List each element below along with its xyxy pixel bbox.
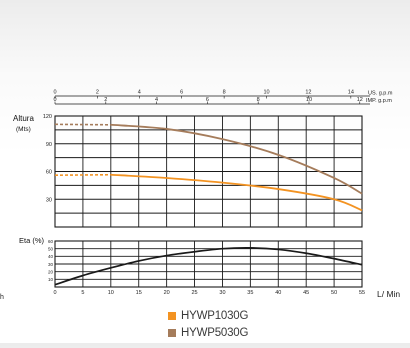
head-y-tick-label: 30 (46, 197, 52, 203)
top-axis-imp-tick-label: 2 (104, 97, 107, 103)
top-axis-us-tick-label: 6 (180, 90, 183, 96)
top-axis-imp-tick-label: 10 (306, 97, 312, 103)
eta-x-tick-label: 35 (247, 290, 253, 296)
head-y-tick-label: 120 (43, 114, 52, 120)
top-axis-imp-tick-label: 12 (357, 97, 363, 103)
head-y-tick-label: 90 (46, 142, 52, 148)
eta-y-tick-label: 50 (48, 246, 54, 251)
legend-item-hywp1030g: HYWP1030G (168, 310, 248, 322)
head-y-axis-unit: (Mts) (16, 126, 31, 133)
legend-item-hywp5030g: HYWP5030G (168, 327, 248, 339)
top-axis-us-tick-label: 2 (96, 90, 99, 96)
eta-y-tick-label: 60 (48, 239, 54, 244)
eta-x-tick-label: 30 (219, 290, 225, 296)
head-y-tick-label: 60 (46, 170, 52, 176)
head-curve-hywp1030g (111, 175, 362, 211)
eta-x-tick-label: 10 (108, 290, 114, 296)
top-axis-imp-tick-label: 8 (257, 97, 260, 103)
top-axis-imp-label: IMP. g.p.m (366, 98, 392, 104)
legend-swatch-hywp1030g (168, 312, 176, 320)
eta-x-tick-label: 0 (53, 290, 56, 296)
eta-y-tick-label: 40 (48, 254, 54, 259)
eta-y-tick-label: 30 (48, 262, 54, 267)
legend-label-hywp5030g: HYWP5030G (181, 327, 248, 339)
eta-x-tick-label: 50 (331, 290, 337, 296)
head-y-axis-label: Altura (13, 114, 34, 123)
top-axis-us-tick-label: 12 (305, 90, 311, 96)
top-axis-imp-tick-label: 0 (53, 97, 56, 103)
eta-x-tick-label: 5 (81, 290, 84, 296)
eta-y-tick-label: 10 (48, 277, 54, 282)
eta-x-tick-label: 15 (136, 290, 142, 296)
eta-y-axis-label: Eta (%) (19, 236, 45, 245)
x-axis-label: L/ Min (377, 289, 400, 299)
top-axis-imp-tick-label: 6 (206, 97, 209, 103)
top-axis-imp-tick-label: 4 (155, 97, 158, 103)
stray-label: h (0, 294, 4, 301)
top-axis-us-label: US. g.p.m (368, 91, 393, 97)
eta-x-tick-label: 20 (164, 290, 170, 296)
top-axis-us-tick-label: 8 (223, 90, 226, 96)
legend-label-hywp1030g: HYWP1030G (181, 310, 248, 322)
top-axis-us-tick-label: 0 (53, 90, 56, 96)
eta-x-tick-label: 55 (359, 290, 365, 296)
top-axis-us-tick-label: 4 (138, 90, 141, 96)
top-axis-us-tick-label: 14 (348, 90, 354, 96)
eta-x-tick-label: 45 (303, 290, 309, 296)
legend-swatch-hywp5030g (168, 329, 176, 337)
eta-y-tick-label: 20 (48, 269, 54, 274)
top-axis-us-tick-label: 10 (263, 90, 269, 96)
eta-x-tick-label: 25 (191, 290, 197, 296)
eta-x-tick-label: 40 (275, 290, 281, 296)
